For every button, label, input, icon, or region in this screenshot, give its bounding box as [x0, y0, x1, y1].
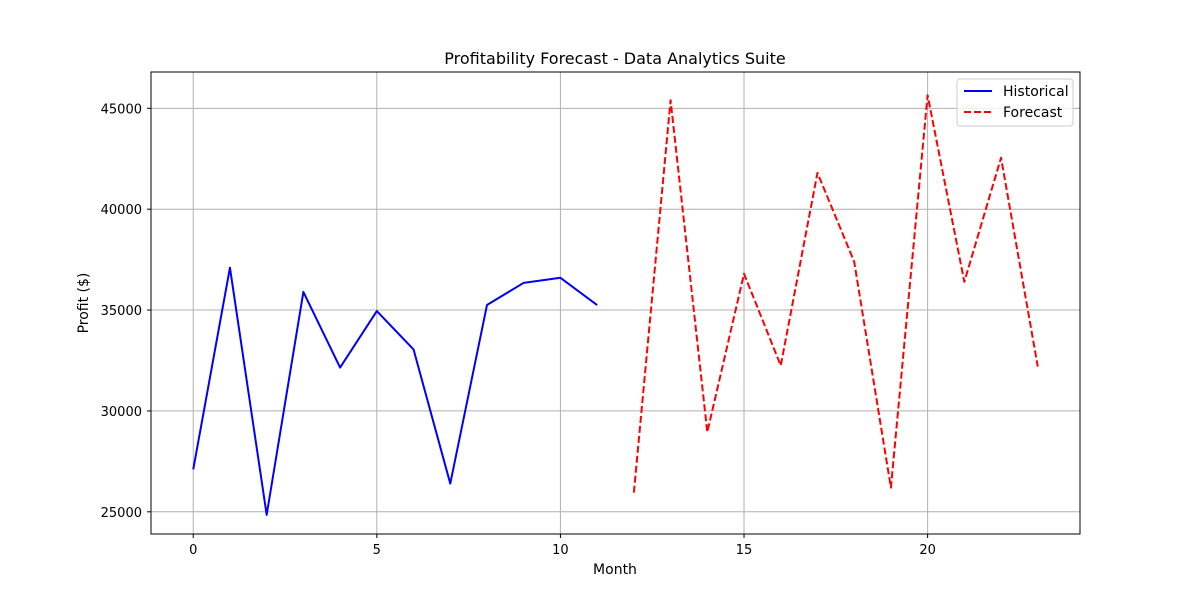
x-axis-label: Month: [593, 562, 637, 578]
x-tick-label: 5: [373, 543, 381, 558]
x-axis-ticks: 0 5 10 15 20: [189, 534, 936, 558]
y-tick-label: 45000: [101, 102, 142, 117]
plot-area-frame: [150, 71, 1081, 535]
series-lines: [192, 94, 1039, 516]
series-line-forecast: [632, 94, 1039, 493]
y-tick-label: 35000: [101, 304, 142, 319]
legend: Historical Forecast: [956, 78, 1074, 127]
y-tick-label: 40000: [101, 203, 142, 218]
series-line-historical: [192, 266, 598, 516]
y-axis-ticks: 25000 30000 35000 40000 45000: [101, 102, 151, 521]
legend-label-forecast: Forecast: [1003, 105, 1063, 121]
x-tick-label: 0: [189, 543, 197, 558]
legend-label-historical: Historical: [1003, 84, 1069, 100]
y-axis-label: Profit ($): [76, 273, 92, 334]
x-tick-label: 10: [552, 543, 569, 558]
chart-title: Profitability Forecast - Data Analytics …: [444, 49, 785, 68]
x-tick-label: 15: [736, 543, 753, 558]
y-tick-label: 30000: [101, 405, 142, 420]
grid: [151, 72, 1080, 534]
x-tick-label: 20: [919, 543, 936, 558]
y-tick-label: 25000: [101, 506, 142, 521]
